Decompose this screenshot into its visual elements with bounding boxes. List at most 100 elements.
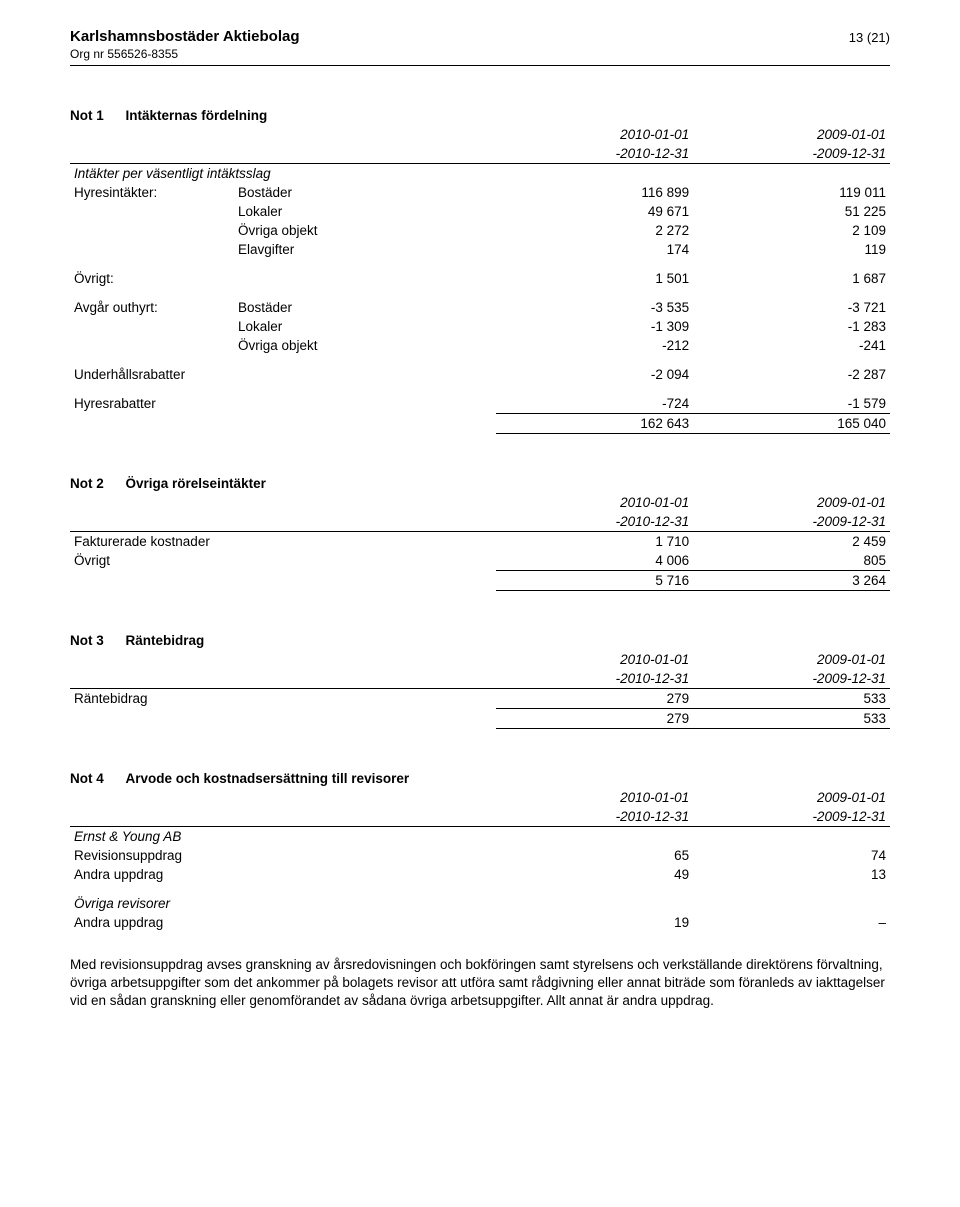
row-label: Hyresrabatter <box>70 394 496 414</box>
value-current: 1 501 <box>496 269 693 288</box>
value-current: -1 309 <box>496 317 693 336</box>
table-row: -2010-12-31 -2009-12-31 <box>70 807 890 827</box>
spacer <box>70 884 890 894</box>
company-block: Karlshamnsbostäder Aktiebolag Org nr 556… <box>70 28 300 61</box>
sum-prev: 165 040 <box>693 414 890 434</box>
table-row: -2010-12-31 -2009-12-31 <box>70 669 890 689</box>
table-row: 2010-01-01 2009-01-01 <box>70 788 890 807</box>
table-row: Räntebidrag 279 533 <box>70 689 890 709</box>
value-prev: -3 721 <box>693 298 890 317</box>
value-current: -724 <box>496 394 693 414</box>
spacer <box>70 288 890 298</box>
row-label: Räntebidrag <box>70 689 496 709</box>
value-prev: -1 283 <box>693 317 890 336</box>
table-row: Övriga objekt 2 272 2 109 <box>70 221 890 240</box>
value-current: 65 <box>496 846 693 865</box>
value-current: 49 671 <box>496 202 693 221</box>
group-heading: Övriga revisorer <box>70 894 496 913</box>
value-current: 19 <box>496 913 693 932</box>
note-4-table: 2010-01-01 2009-01-01 -2010-12-31 -2009-… <box>70 788 890 932</box>
table-row: Elavgifter 174 119 <box>70 240 890 259</box>
row-sublabel: Bostäder <box>234 183 496 202</box>
table-row: Hyresintäkter: Bostäder 116 899 119 011 <box>70 183 890 202</box>
value-current: 4 006 <box>496 551 693 571</box>
table-row: 279 533 <box>70 709 890 729</box>
table-row: Fakturerade kostnader 1 710 2 459 <box>70 532 890 552</box>
value-current: 116 899 <box>496 183 693 202</box>
row-sublabel: Lokaler <box>234 202 496 221</box>
note-4-prefix: Not 4 <box>70 771 104 786</box>
row-sublabel: Övriga objekt <box>234 336 496 355</box>
note-1-name: Intäkternas fördelning <box>126 108 268 123</box>
note-3-title: Not 3 Räntebidrag <box>70 633 890 648</box>
value-current: -212 <box>496 336 693 355</box>
note-3-table: 2010-01-01 2009-01-01 -2010-12-31 -2009-… <box>70 650 890 729</box>
value-prev: 805 <box>693 551 890 571</box>
table-row: Lokaler 49 671 51 225 <box>70 202 890 221</box>
row-label: Övrigt: <box>70 269 234 288</box>
value-prev: 51 225 <box>693 202 890 221</box>
note-4-title: Not 4 Arvode och kostnadsersättning till… <box>70 771 890 786</box>
value-current: 2 272 <box>496 221 693 240</box>
row-label: Underhållsrabatter <box>70 365 496 384</box>
table-row: 5 716 3 264 <box>70 571 890 591</box>
value-prev: 74 <box>693 846 890 865</box>
note-4-footnote: Med revisionsuppdrag avses granskning av… <box>70 956 890 1011</box>
sum-current: 279 <box>496 709 693 729</box>
row-label: Övrigt <box>70 551 496 571</box>
row-sublabel: Elavgifter <box>234 240 496 259</box>
sum-current: 5 716 <box>496 571 693 591</box>
table-row: 2010-01-01 2009-01-01 <box>70 493 890 512</box>
period-prev-start: 2009-01-01 <box>693 650 890 669</box>
table-row: Hyresrabatter -724 -1 579 <box>70 394 890 414</box>
note-4-name: Arvode och kostnadsersättning till revis… <box>126 771 410 786</box>
value-prev: – <box>693 913 890 932</box>
table-row: Övriga objekt -212 -241 <box>70 336 890 355</box>
value-prev: 119 <box>693 240 890 259</box>
spacer <box>70 259 890 269</box>
value-prev: 2 459 <box>693 532 890 552</box>
period-current-end: -2010-12-31 <box>496 807 693 827</box>
period-current-start: 2010-01-01 <box>496 125 693 144</box>
period-prev-start: 2009-01-01 <box>693 493 890 512</box>
table-row: Övriga revisorer <box>70 894 890 913</box>
note-3: Not 3 Räntebidrag 2010-01-01 2009-01-01 … <box>70 633 890 729</box>
table-row: 2010-01-01 2009-01-01 <box>70 650 890 669</box>
note-3-prefix: Not 3 <box>70 633 104 648</box>
row-label: Revisionsuppdrag <box>70 846 496 865</box>
period-prev-end: -2009-12-31 <box>693 144 890 164</box>
note-1-title: Not 1 Intäkternas fördelning <box>70 108 890 123</box>
period-current-end: -2010-12-31 <box>496 144 693 164</box>
table-row: Intäkter per väsentligt intäktsslag <box>70 164 890 184</box>
note-1-prefix: Not 1 <box>70 108 104 123</box>
value-current: -2 094 <box>496 365 693 384</box>
note-2-name: Övriga rörelseintäkter <box>126 476 266 491</box>
value-prev: 2 109 <box>693 221 890 240</box>
value-current: 49 <box>496 865 693 884</box>
note-2-prefix: Not 2 <box>70 476 104 491</box>
row-sublabel: Lokaler <box>234 317 496 336</box>
table-row: Övrigt 4 006 805 <box>70 551 890 571</box>
value-current: 174 <box>496 240 693 259</box>
table-row: 162 643 165 040 <box>70 414 890 434</box>
sum-prev: 3 264 <box>693 571 890 591</box>
value-current: 279 <box>496 689 693 709</box>
period-prev-end: -2009-12-31 <box>693 807 890 827</box>
value-prev: 13 <box>693 865 890 884</box>
period-prev-end: -2009-12-31 <box>693 669 890 689</box>
note-4: Not 4 Arvode och kostnadsersättning till… <box>70 771 890 1011</box>
value-prev: -241 <box>693 336 890 355</box>
value-prev: -1 579 <box>693 394 890 414</box>
table-row: -2010-12-31 -2009-12-31 <box>70 144 890 164</box>
sum-current: 162 643 <box>496 414 693 434</box>
note-1: Not 1 Intäkternas fördelning 2010-01-01 … <box>70 108 890 434</box>
table-row: Underhållsrabatter -2 094 -2 287 <box>70 365 890 384</box>
period-prev-end: -2009-12-31 <box>693 512 890 532</box>
group-heading: Ernst & Young AB <box>70 827 496 847</box>
table-row: Revisionsuppdrag 65 74 <box>70 846 890 865</box>
table-row: Ernst & Young AB <box>70 827 890 847</box>
value-prev: 533 <box>693 689 890 709</box>
period-current-start: 2010-01-01 <box>496 650 693 669</box>
org-number: Org nr 556526-8355 <box>70 47 300 61</box>
company-name: Karlshamnsbostäder Aktiebolag <box>70 28 300 45</box>
